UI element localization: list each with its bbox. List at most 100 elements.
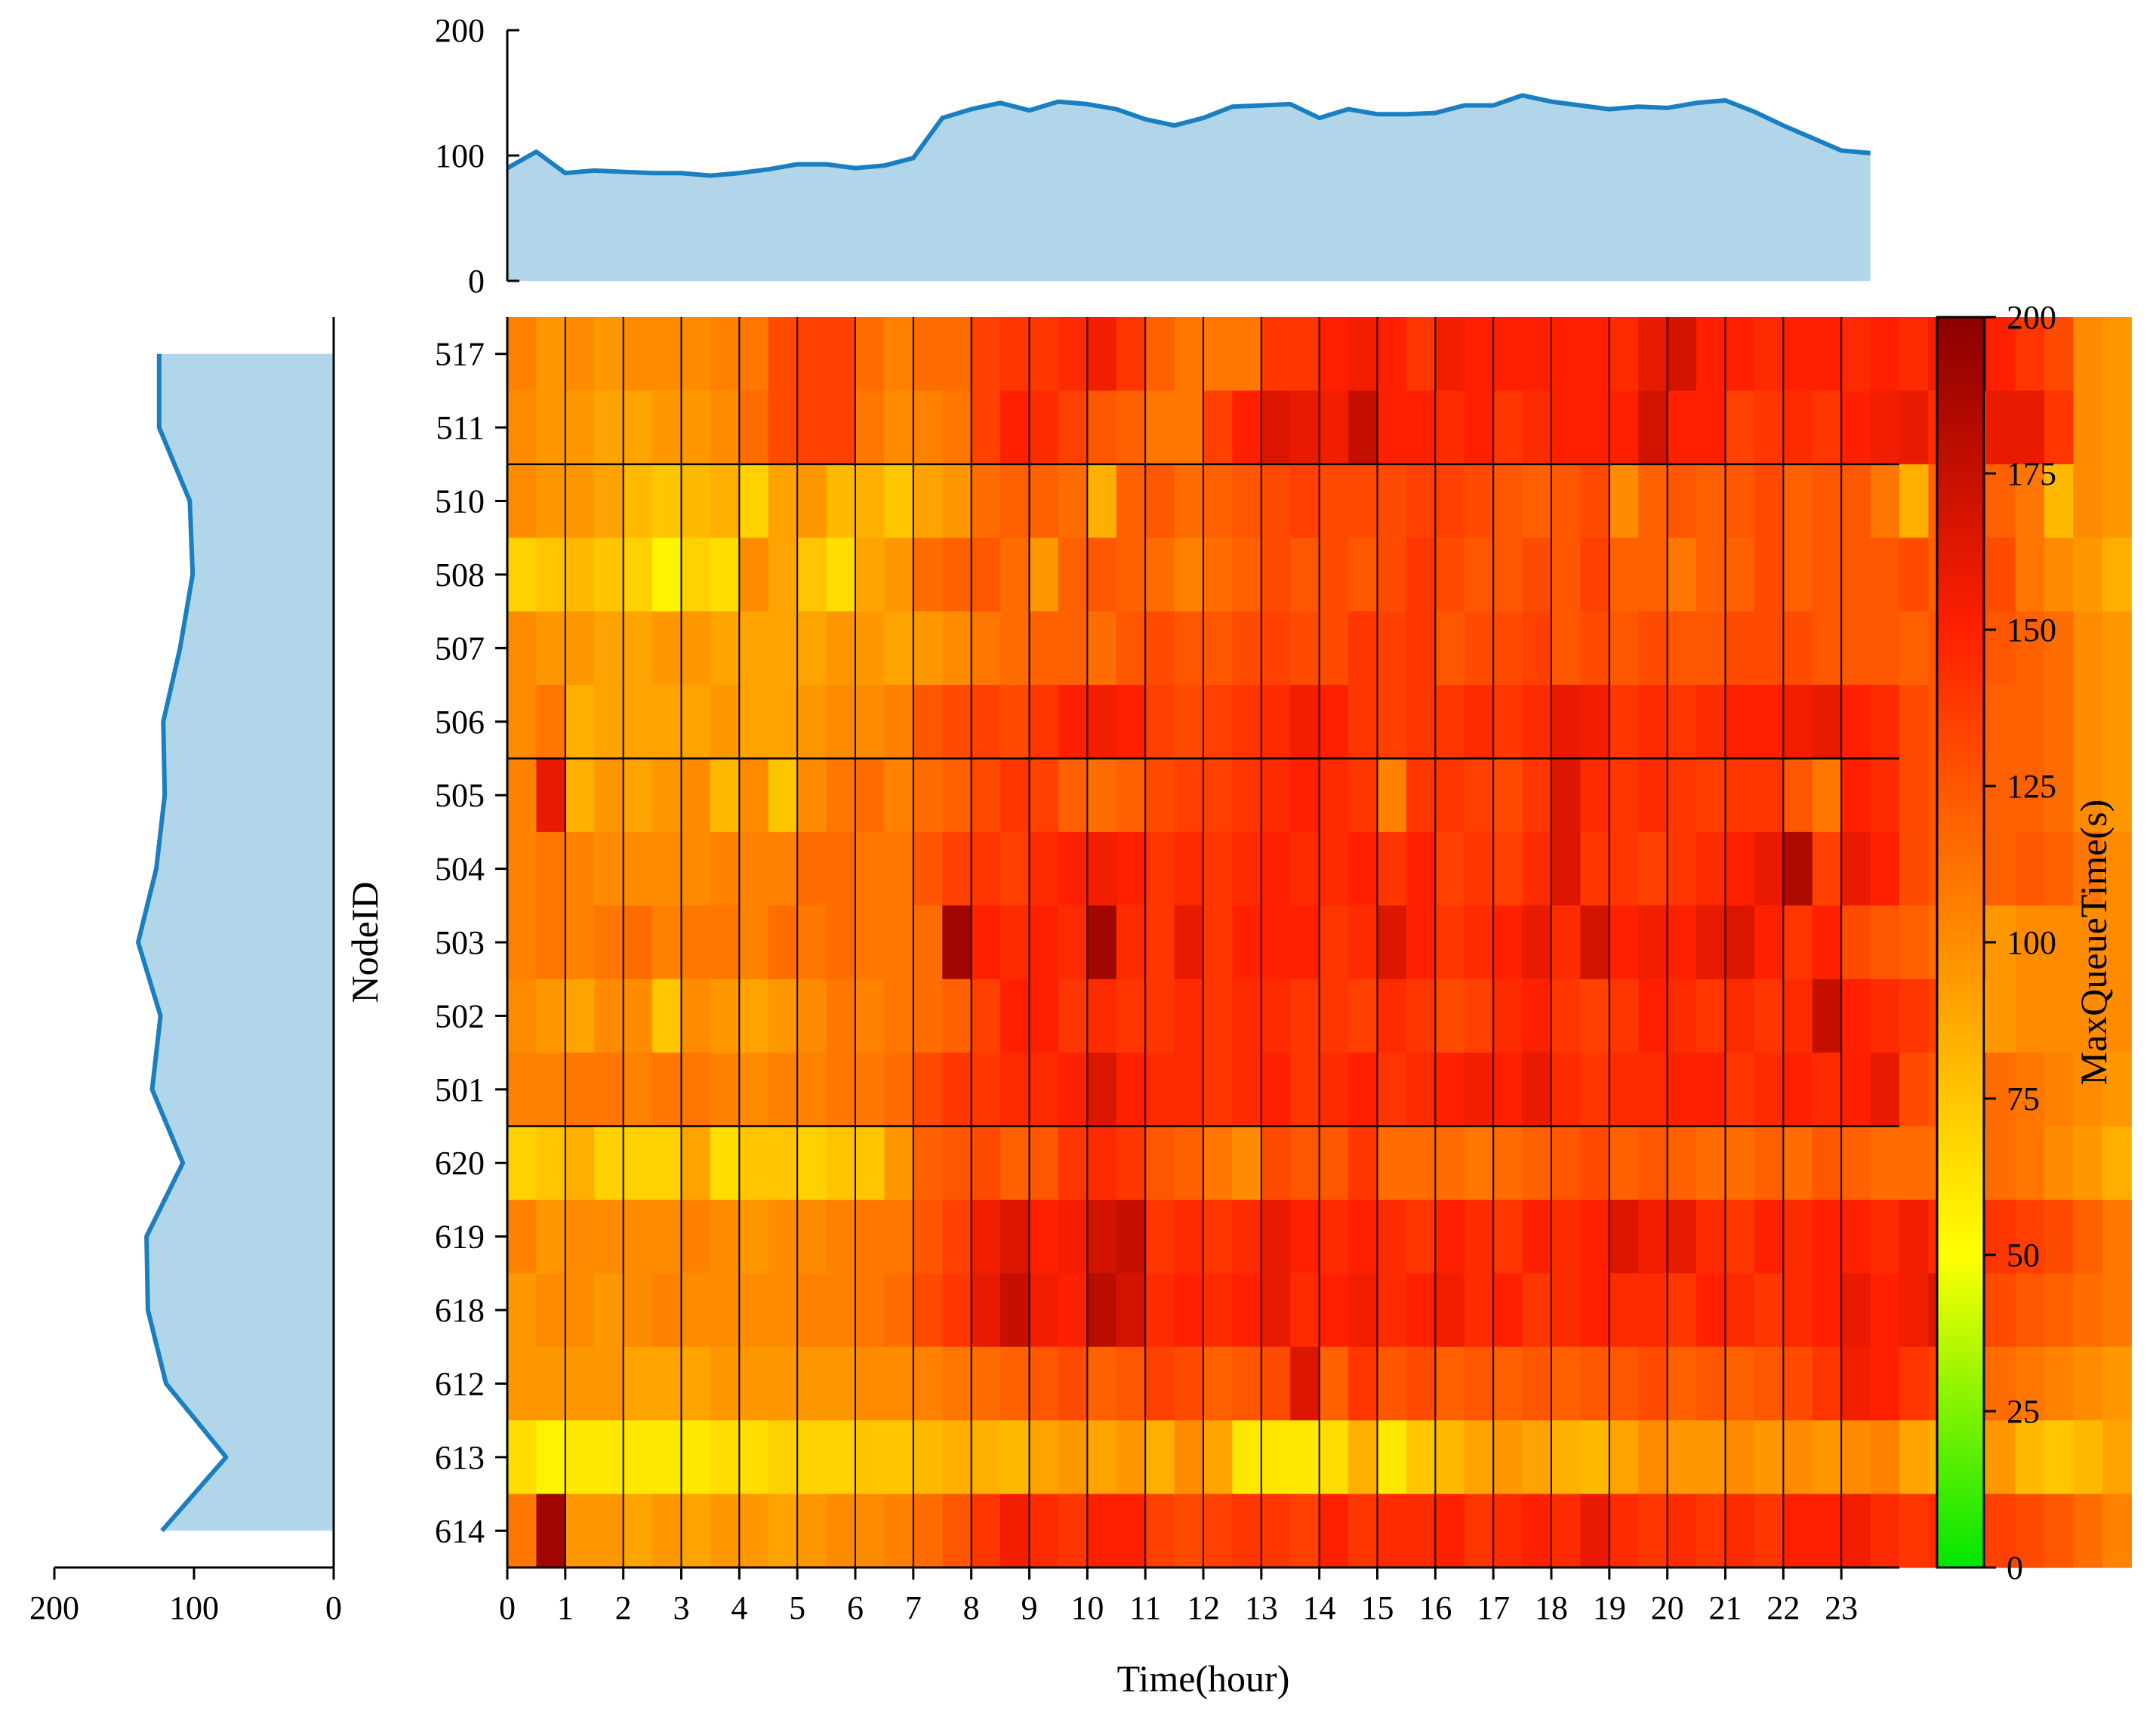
heatmap-cell xyxy=(1145,831,1175,906)
heatmap-cell xyxy=(1609,538,1639,612)
heatmap-cell xyxy=(1841,464,1871,538)
heatmap-cell xyxy=(1725,1346,1755,1421)
heatmap-cell xyxy=(1812,538,1842,612)
heatmap-cell xyxy=(1377,611,1407,686)
heatmap-cell xyxy=(768,390,798,465)
heatmap-cell xyxy=(942,1053,972,1127)
heatmap-cell xyxy=(739,905,769,980)
heatmap-cell xyxy=(1435,685,1465,760)
heatmap-cell xyxy=(1638,979,1668,1053)
heatmap-cell xyxy=(1783,1420,1813,1495)
heatmap-cell xyxy=(1754,1273,1784,1348)
heatmap-cell xyxy=(594,1273,624,1348)
heatmap-cell xyxy=(594,317,624,392)
heatmap-cell xyxy=(1232,1126,1262,1201)
heatmap-cell xyxy=(1000,1273,1030,1348)
heatmap-cell xyxy=(594,1493,624,1568)
heatmap-cell xyxy=(1377,1126,1407,1201)
heatmap-cell xyxy=(1870,1420,1900,1495)
heatmap-cell xyxy=(1232,1273,1262,1348)
heatmap-cell xyxy=(1261,1420,1291,1495)
heatmap-cell xyxy=(884,611,914,686)
heatmap-cell xyxy=(797,1346,827,1421)
heatmap-cell xyxy=(1551,831,1582,906)
heatmap-cell xyxy=(1377,1493,1407,1568)
heatmap-cell xyxy=(565,464,595,538)
heatmap-cell xyxy=(594,1053,624,1127)
heatmap-cell xyxy=(1290,1273,1320,1348)
heatmap-cell xyxy=(1725,1053,1755,1127)
heatmap-cell xyxy=(768,1273,798,1348)
heatmap-cell xyxy=(1261,317,1291,392)
x-tick-label: 20 xyxy=(1651,1589,1684,1626)
heatmap-cell xyxy=(1493,390,1523,465)
heatmap-cell xyxy=(2044,317,2074,392)
colorbar-bar xyxy=(1936,316,1985,1569)
heatmap-cell xyxy=(1058,464,1088,538)
heatmap-cell xyxy=(1029,1420,1059,1495)
heatmap-cell xyxy=(1000,1053,1030,1127)
heatmap-cell xyxy=(1406,1420,1436,1495)
heatmap-cell xyxy=(1464,390,1494,465)
heatmap-cell xyxy=(1348,538,1378,612)
heatmap-cell xyxy=(884,317,914,392)
heatmap-cell xyxy=(1116,1199,1146,1274)
heatmap-cell xyxy=(1000,1199,1030,1274)
heatmap-cell xyxy=(1725,685,1755,760)
heatmap-cell xyxy=(1899,390,1930,465)
heatmap-cell xyxy=(2015,1199,2045,1274)
heatmap-cell xyxy=(1261,1493,1291,1568)
heatmap-cell xyxy=(1145,1273,1175,1348)
heatmap-cell xyxy=(2073,758,2103,833)
heatmap-cell xyxy=(1000,758,1030,833)
heatmap-cell xyxy=(1319,1420,1349,1495)
heatmap-cell xyxy=(1174,1273,1204,1348)
heatmap-cell xyxy=(1290,1346,1320,1421)
heatmap-cell xyxy=(1319,979,1349,1053)
heatmap-cell xyxy=(1145,685,1175,760)
heatmap-cell xyxy=(2015,1053,2045,1127)
heatmap-cell xyxy=(1812,758,1842,833)
left-x-tick-label: 200 xyxy=(29,1589,79,1626)
heatmap-cell xyxy=(1870,979,1900,1053)
heatmap-cell xyxy=(2044,390,2074,465)
heatmap-cell xyxy=(1029,611,1059,686)
heatmap-cell xyxy=(2073,390,2103,465)
heatmap-cell xyxy=(1754,1420,1784,1495)
y-tick-label: 612 xyxy=(435,1365,485,1402)
heatmap-cell xyxy=(971,1493,1001,1568)
heatmap-cell xyxy=(1203,317,1234,392)
heatmap-cell xyxy=(2102,685,2132,760)
x-tick-label: 3 xyxy=(673,1589,690,1626)
heatmap-cell xyxy=(1841,905,1871,980)
heatmap-cell xyxy=(1290,611,1320,686)
heatmap-cell xyxy=(1986,685,2016,760)
heatmap-cell xyxy=(623,1053,653,1127)
heatmap-cell xyxy=(1812,390,1842,465)
heatmap-cell xyxy=(884,1493,914,1568)
heatmap-cell xyxy=(1145,905,1175,980)
heatmap-cell xyxy=(1406,1053,1436,1127)
heatmap-cell xyxy=(1986,1273,2016,1348)
heatmap-cell xyxy=(1783,1199,1813,1274)
heatmap-cell xyxy=(1406,390,1436,465)
heatmap-cell xyxy=(1319,758,1349,833)
heatmap-cell xyxy=(971,611,1001,686)
x-tick-label: 13 xyxy=(1245,1589,1278,1626)
heatmap-cell xyxy=(536,1053,566,1127)
heatmap-cell xyxy=(913,611,943,686)
heatmap-cell xyxy=(1000,611,1030,686)
heatmap-cell xyxy=(913,758,943,833)
heatmap-cell xyxy=(1290,685,1320,760)
heatmap-cell xyxy=(1116,1346,1146,1421)
heatmap-cell xyxy=(507,685,537,760)
heatmap-cell xyxy=(1493,905,1523,980)
heatmap-cell xyxy=(1812,1126,1842,1201)
heatmap-cell xyxy=(1232,1493,1262,1568)
heatmap-cell xyxy=(710,905,740,980)
heatmap-cell xyxy=(2102,1053,2132,1127)
y-tick-label: 618 xyxy=(435,1292,485,1329)
colorbar-tick-label: 200 xyxy=(2007,299,2056,336)
heatmap-cell xyxy=(797,1199,827,1274)
colorbar: 0 25 50 75 100 125 150 175 200 MaxQueueTime(s) xyxy=(1936,299,2114,1586)
